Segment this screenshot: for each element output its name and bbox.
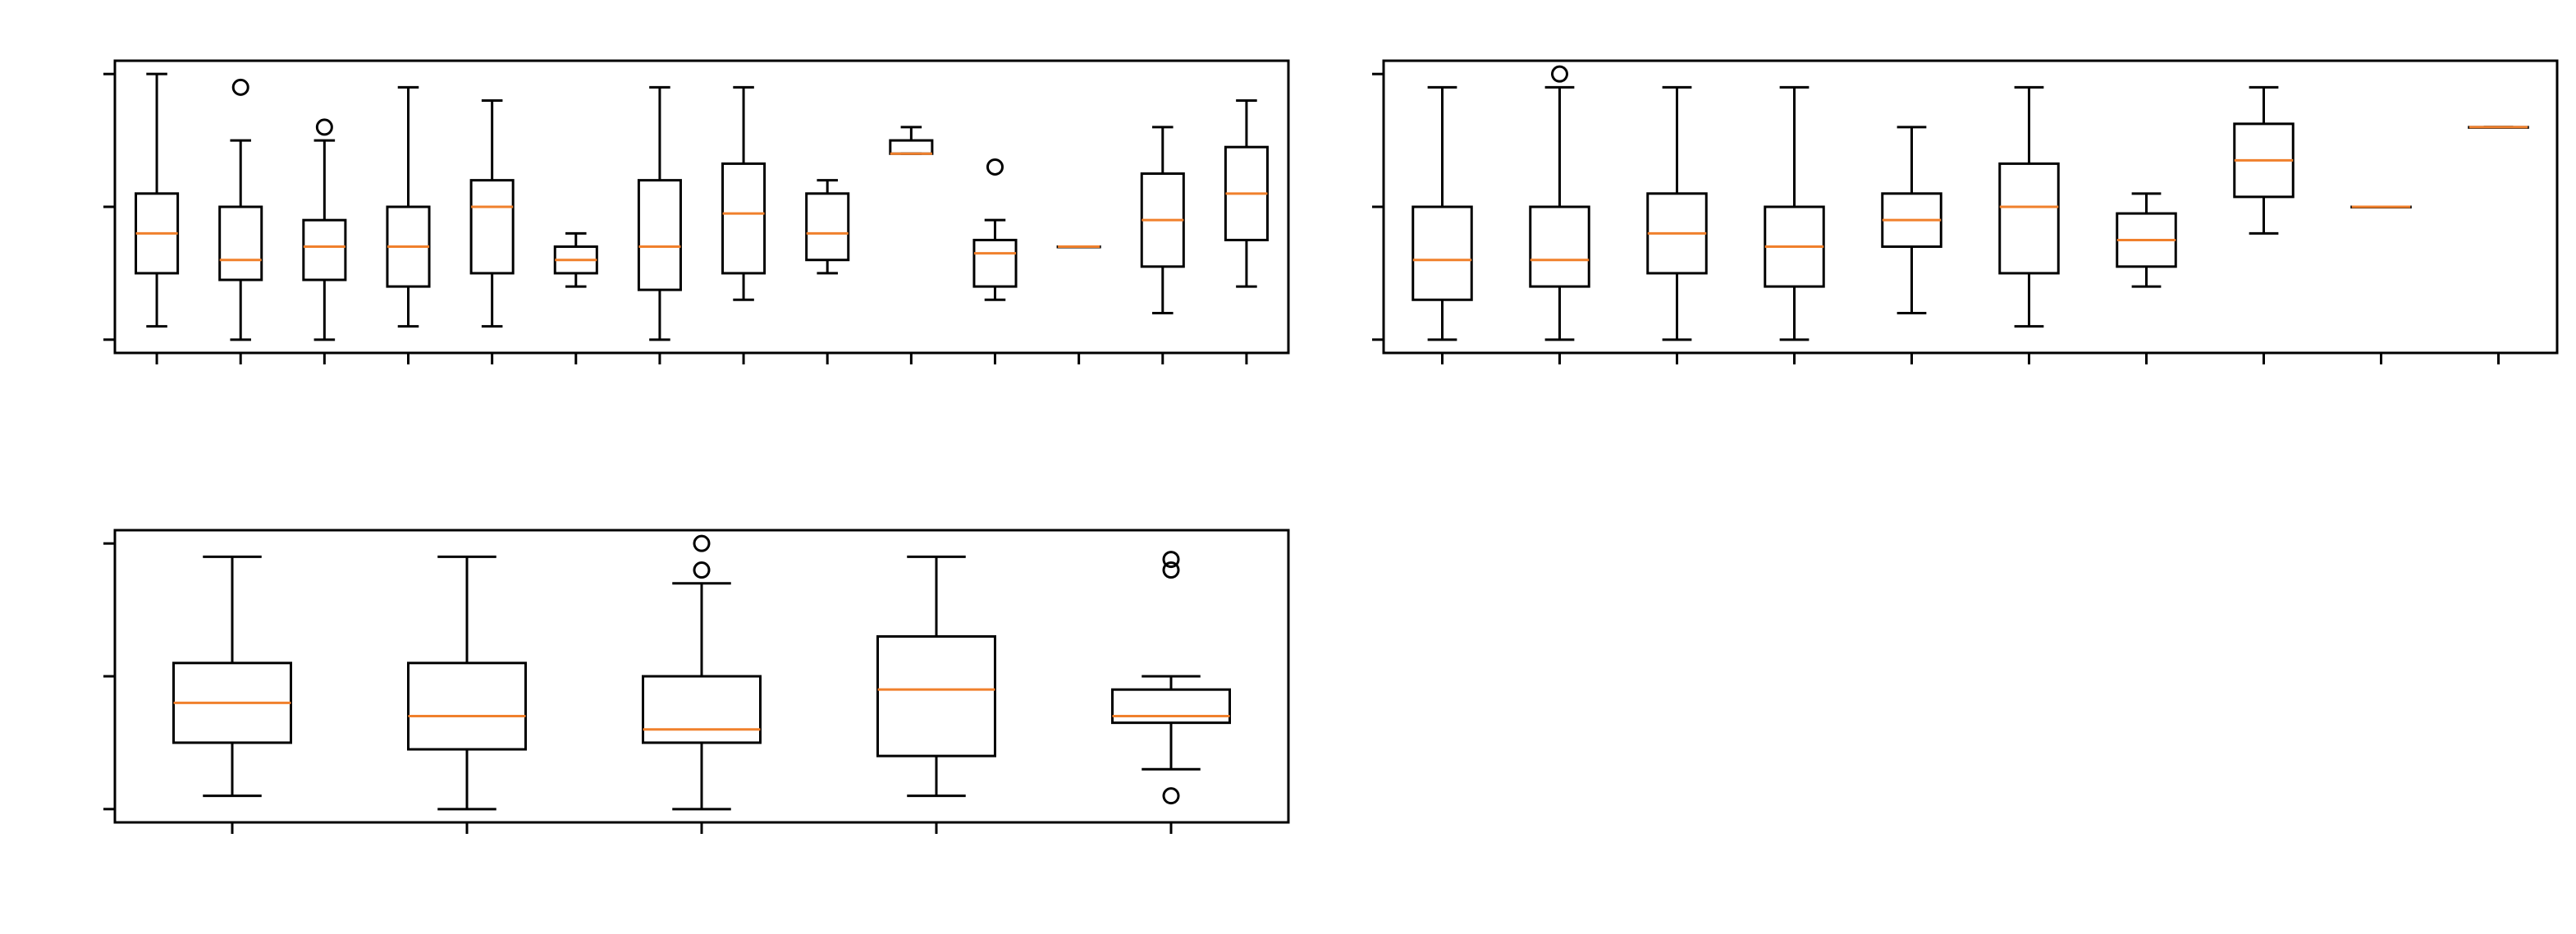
box-body: [1111, 688, 1231, 725]
box-3-3: [642, 534, 762, 811]
chart-panel-2: [1372, 59, 2559, 364]
box-3-5: [1111, 551, 1231, 805]
box-2-5: [1881, 126, 1942, 314]
box-body: [637, 179, 682, 291]
axes-frame: [113, 59, 1290, 355]
box-1-1: [135, 72, 180, 328]
box-2-1: [1412, 85, 1473, 341]
box-body: [972, 238, 1018, 288]
outlier-point: [1162, 551, 1180, 569]
box-1-2: [218, 78, 263, 341]
box-3-2: [407, 555, 527, 811]
box-body: [805, 192, 850, 262]
box-1-6: [553, 231, 598, 288]
box-body: [642, 675, 762, 744]
box-2-2: [1529, 65, 1590, 341]
box-3-4: [876, 555, 996, 798]
box-body: [469, 179, 515, 275]
box-2-6: [1998, 85, 2060, 328]
box-1-8: [721, 85, 766, 301]
outlier-point: [1551, 65, 1568, 83]
box-1-12: [1056, 245, 1101, 249]
chart-panel-1: [103, 59, 1290, 364]
box-1-10: [889, 126, 934, 155]
box-body: [1412, 205, 1473, 301]
box-1-7: [637, 85, 682, 341]
outlier-point: [986, 158, 1004, 176]
box-2-4: [1764, 85, 1825, 341]
outlier-point: [231, 78, 249, 96]
box-1-11: [972, 158, 1018, 301]
box-2-3: [1646, 85, 1708, 341]
box-body: [1529, 205, 1590, 288]
box-body: [218, 205, 263, 282]
box-body: [302, 218, 347, 282]
box-2-8: [2233, 85, 2295, 235]
box-2-10: [2468, 126, 2529, 129]
box-1-5: [469, 99, 515, 328]
outlier-point: [693, 561, 711, 579]
box-1-9: [805, 179, 850, 275]
box-body: [889, 139, 934, 155]
box-2-7: [2116, 192, 2177, 288]
box-body: [876, 634, 996, 758]
box-2-9: [2350, 205, 2412, 208]
outlier-point: [693, 534, 711, 552]
outlier-point: [1162, 787, 1180, 805]
box-body: [407, 662, 527, 751]
box-3-1: [172, 555, 292, 798]
outlier-point: [315, 118, 333, 136]
box-1-4: [386, 85, 431, 328]
box-1-13: [1140, 126, 1185, 314]
box-body: [721, 162, 766, 275]
box-1-3: [302, 118, 347, 341]
box-1-14: [1224, 99, 1269, 288]
box-body: [1998, 162, 2060, 275]
chart-panel-3: [103, 529, 1290, 834]
outlier-point: [1162, 561, 1180, 579]
